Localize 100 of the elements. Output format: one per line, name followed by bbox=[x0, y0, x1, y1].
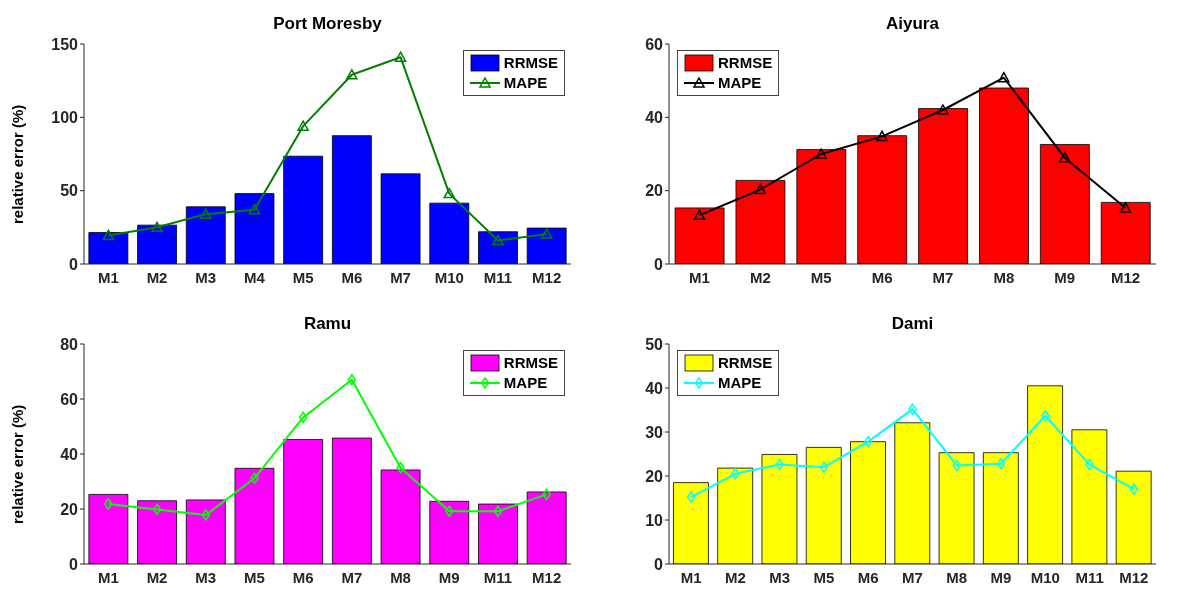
x-tick-label: M1 bbox=[689, 268, 710, 286]
legend-label: RRMSE bbox=[718, 53, 773, 73]
point bbox=[492, 234, 504, 246]
point bbox=[863, 435, 873, 448]
chart-title: Aiyura bbox=[885, 14, 940, 34]
point bbox=[908, 403, 917, 415]
x-tick-label: M6 bbox=[857, 568, 879, 586]
x-tick-label: M8 bbox=[390, 568, 411, 586]
bar bbox=[283, 439, 324, 564]
x-tick-label: M8 bbox=[993, 268, 1015, 286]
bar bbox=[380, 173, 421, 264]
bar bbox=[331, 135, 372, 264]
x-tick-label: M11 bbox=[483, 568, 513, 586]
bar bbox=[137, 500, 177, 564]
point bbox=[540, 228, 553, 239]
y-tick-label: 20 bbox=[60, 500, 79, 518]
y-tick-label: 40 bbox=[645, 109, 664, 127]
y-tick-label: 40 bbox=[60, 445, 79, 463]
bar bbox=[673, 482, 709, 564]
x-tick-label: M2 bbox=[749, 268, 771, 286]
point bbox=[394, 51, 407, 62]
bar bbox=[185, 499, 226, 564]
y-tick-label: 60 bbox=[60, 390, 79, 408]
chart-title: Dami bbox=[890, 314, 935, 334]
y-tick-label: 0 bbox=[69, 555, 79, 573]
bar bbox=[1027, 385, 1064, 564]
bar bbox=[526, 491, 567, 564]
x-tick-label: M5 bbox=[813, 568, 835, 586]
y-tick-label: 50 bbox=[60, 182, 79, 200]
y-tick-label: 20 bbox=[645, 182, 664, 200]
x-tick-label: M10 bbox=[434, 268, 464, 286]
x-tick-label: M7 bbox=[932, 268, 954, 286]
bar bbox=[429, 202, 470, 264]
chart-title: Ramu bbox=[302, 314, 353, 334]
point bbox=[998, 71, 1010, 83]
y-tick-label: 60 bbox=[645, 35, 664, 53]
bar bbox=[331, 437, 372, 564]
legend-label: MAPE bbox=[503, 373, 548, 393]
bar bbox=[478, 231, 518, 264]
y-axis-title: relative error (%) bbox=[9, 404, 27, 524]
legend-label: MAPE bbox=[718, 373, 762, 393]
x-tick-label: M6 bbox=[292, 568, 314, 586]
x-tick-label: M9 bbox=[1054, 268, 1076, 286]
point bbox=[297, 120, 309, 131]
point bbox=[151, 221, 163, 233]
x-tick-label: M12 bbox=[1119, 568, 1149, 586]
x-tick-label: M9 bbox=[438, 568, 460, 586]
bar bbox=[478, 503, 518, 564]
point bbox=[693, 209, 706, 220]
y-tick-label: 50 bbox=[645, 335, 664, 353]
x-tick-label: M12 bbox=[1110, 268, 1141, 286]
point bbox=[815, 148, 827, 159]
y-tick-label: 80 bbox=[60, 335, 79, 353]
bar bbox=[88, 232, 129, 264]
bar bbox=[88, 494, 129, 564]
bar bbox=[761, 454, 798, 564]
x-tick-label: M9 bbox=[990, 568, 1012, 586]
y-axis-title: relative error (%) bbox=[9, 104, 27, 224]
point bbox=[250, 472, 259, 484]
x-tick-label: M2 bbox=[146, 568, 168, 586]
point bbox=[819, 461, 829, 473]
point bbox=[1129, 483, 1139, 495]
x-tick-label: M11 bbox=[483, 268, 513, 286]
y-tick-label: 100 bbox=[51, 109, 79, 127]
bar bbox=[137, 224, 177, 264]
bar bbox=[185, 206, 226, 264]
y-tick-label: 10 bbox=[645, 511, 664, 529]
bar bbox=[938, 452, 975, 564]
bar bbox=[234, 467, 275, 564]
y-tick-label: 0 bbox=[654, 255, 664, 273]
bar bbox=[380, 469, 421, 564]
point bbox=[937, 104, 949, 115]
point bbox=[347, 374, 357, 386]
chart-title: Port Moresby bbox=[272, 14, 383, 34]
point bbox=[731, 468, 740, 480]
legend-label: MAPE bbox=[718, 73, 762, 93]
point bbox=[443, 187, 455, 199]
y-tick-label: 0 bbox=[69, 255, 79, 273]
bar bbox=[717, 467, 754, 564]
x-tick-label: M12 bbox=[532, 268, 562, 286]
bar bbox=[850, 441, 886, 564]
bar bbox=[526, 227, 567, 264]
y-tick-label: 150 bbox=[51, 35, 79, 53]
point bbox=[876, 130, 888, 142]
bar bbox=[894, 422, 931, 564]
point bbox=[152, 503, 162, 516]
point bbox=[1119, 202, 1132, 213]
y-tick-label: 0 bbox=[654, 555, 664, 573]
x-tick-label: M12 bbox=[532, 568, 562, 586]
bar bbox=[283, 155, 324, 264]
x-tick-label: M10 bbox=[1030, 568, 1060, 586]
point bbox=[1058, 151, 1071, 163]
x-tick-label: M1 bbox=[97, 568, 119, 586]
x-tick-label: M3 bbox=[195, 268, 217, 286]
point bbox=[686, 491, 696, 503]
x-tick-label: M2 bbox=[724, 568, 746, 586]
y-tick-label: 40 bbox=[645, 379, 664, 397]
x-tick-label: M6 bbox=[871, 268, 893, 286]
x-tick-label: M8 bbox=[946, 568, 968, 586]
x-tick-label: M4 bbox=[244, 268, 266, 286]
